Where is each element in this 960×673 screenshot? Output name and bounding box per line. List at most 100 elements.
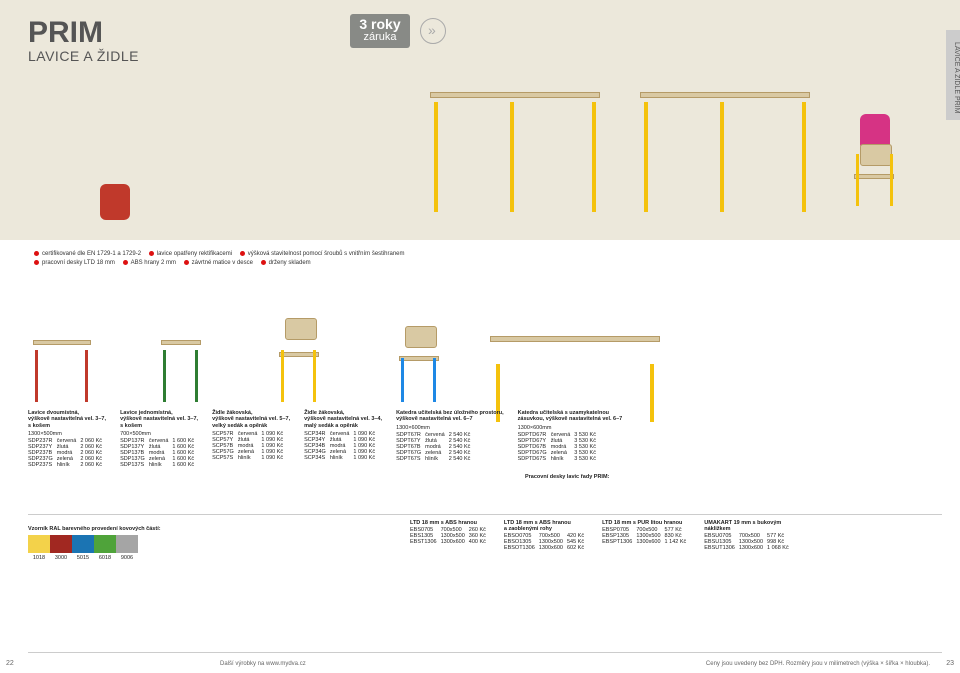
data-tables-row: Lavice dvoumístná, výškově nastavitelná … xyxy=(28,410,940,468)
ral-swatch xyxy=(50,535,72,553)
ral-swatch xyxy=(28,535,50,553)
bt1: LTD 18 mm s ABS hranou EBS0705700x500260… xyxy=(410,520,490,551)
cell: SDPTD67S xyxy=(518,456,551,462)
ral-swatch xyxy=(94,535,116,553)
bullet-icon xyxy=(149,251,154,256)
bullet-icon xyxy=(34,251,39,256)
divider xyxy=(28,514,942,515)
swatch-title: Vzorník RAL barevného provedení kovových… xyxy=(28,526,161,532)
cell: hliník xyxy=(238,455,262,461)
table-row: SDPTD67Rčervená3 530 Kč xyxy=(518,432,600,438)
bt2: LTD 18 mm s ABS hranou a zaoblenými rohy… xyxy=(504,520,588,551)
ral-swatch xyxy=(116,535,138,553)
ral-code: 5015 xyxy=(72,555,94,561)
cell: SDPT67G xyxy=(396,450,425,456)
cell: SDPTD67G xyxy=(518,450,551,456)
table-row: EBST13061300x600400 Kč xyxy=(410,539,490,545)
cell: SCP57S xyxy=(212,455,238,461)
feature-bullets: certifikované dle EN 1729-1 a 1729-2 lav… xyxy=(28,250,405,268)
cell: SDPT67B xyxy=(396,444,425,450)
cell: SDPT67R xyxy=(396,432,425,438)
cell: 3 530 Kč xyxy=(574,456,600,462)
table-lavice-dvou: Lavice dvoumístná, výškově nastavitelná … xyxy=(28,410,106,468)
table-row: SDP237Shliník2 060 Kč xyxy=(28,462,106,468)
bullet-text: závrtné matice v desce xyxy=(192,260,253,266)
cell: 1 090 Kč xyxy=(353,455,379,461)
cell: 2 060 Kč xyxy=(80,462,106,468)
bt-title: LTD 18 mm s ABS hranou xyxy=(410,520,490,526)
hero-desk-illustration xyxy=(430,92,600,212)
table-title: Katedra učitelská bez úložného prostoru,… xyxy=(396,410,504,423)
cell: SDP137S xyxy=(120,462,149,468)
table-row: SDPTD67Yžlutá3 530 Kč xyxy=(518,438,600,444)
table-dim: 1300×600mm xyxy=(518,425,623,431)
warranty-years: 3 roky xyxy=(350,17,410,31)
ral-code: 6018 xyxy=(94,555,116,561)
ral-code: 3000 xyxy=(50,555,72,561)
table-row: SDPTD67Shliník3 530 Kč xyxy=(518,456,600,462)
cell: hliník xyxy=(149,462,173,468)
cell: 602 Kč xyxy=(567,545,588,551)
bullet-text: certifikované dle EN 1729-1 a 1729-2 xyxy=(42,251,141,257)
table-row: SDPTD67Bmodrá3 530 Kč xyxy=(518,444,600,450)
hero-image: PRIM LAVICE A ŽIDLE 3 roky záruka LAVICE… xyxy=(0,0,960,240)
cell: 1 068 Kč xyxy=(767,545,793,551)
bullet-icon xyxy=(123,260,128,265)
cell: 1300x600 xyxy=(739,545,767,551)
cell: SDP237S xyxy=(28,462,57,468)
cell: SDPTD67R xyxy=(518,432,551,438)
footer-url: Další výrobky na www.mydva.cz xyxy=(220,661,306,667)
cell: SDPT67S xyxy=(396,456,425,462)
table-dim: 700×500mm xyxy=(120,431,198,437)
product-line-subtitle: LAVICE A ŽIDLE xyxy=(28,48,139,64)
side-tab-label: LAVICE A ŽIDLE PRIM xyxy=(946,30,960,120)
cell: 2 540 Kč xyxy=(449,456,475,462)
divider xyxy=(28,652,942,653)
table-title: Židle žákovská, výškově nastavitelná vel… xyxy=(304,410,382,429)
chair-illustration xyxy=(850,144,898,214)
hero-heading: PRIM LAVICE A ŽIDLE xyxy=(28,18,139,64)
cell: 1 142 Kč xyxy=(665,539,691,545)
cell: SDPTD67B xyxy=(518,444,551,450)
chevron-right-icon xyxy=(420,18,446,44)
bottom-tables: LTD 18 mm s ABS hranou EBS0705700x500260… xyxy=(410,520,942,551)
table-dim: 1300×600mm xyxy=(396,425,504,431)
cell: SDPT67Y xyxy=(396,438,425,444)
bt-title: UMAKART 19 mm s bukovým nákližkem xyxy=(704,520,792,532)
product-line-title: PRIM xyxy=(28,18,139,48)
bt-title: LTD 18 mm s PUR litou hranou xyxy=(602,520,690,526)
hero-desk-illustration xyxy=(640,92,810,212)
cell: hliník xyxy=(425,456,449,462)
cell: hliník xyxy=(57,462,81,468)
table-row: SDPT67Yžlutá2 540 Kč xyxy=(396,438,474,444)
table-row: SDPT67Bmodrá2 540 Kč xyxy=(396,444,474,450)
table-lavice-jedno: Lavice jednomístná, výškově nastavitelná… xyxy=(120,410,198,468)
bullet-icon xyxy=(240,251,245,256)
cell: EBST1306 xyxy=(410,539,441,545)
cell: hliník xyxy=(330,455,354,461)
table-row: SDPTD67Gzelená3 530 Kč xyxy=(518,450,600,456)
ral-swatch xyxy=(72,535,94,553)
table-row: EBSUT13061300x6001 068 Kč xyxy=(704,545,792,551)
table-katedra-1: Katedra učitelská bez úložného prostoru,… xyxy=(396,410,504,468)
bullet-text: drženy skladem xyxy=(269,260,311,266)
table-katedra-2: Katedra učitelská s uzamykatelnou zásuvk… xyxy=(518,410,623,468)
cell: SCP34S xyxy=(304,455,330,461)
table-title: Lavice dvoumístná, výškově nastavitelná … xyxy=(28,410,106,429)
cell: 400 Kč xyxy=(469,539,490,545)
bullet-text: výšková stavitelnost pomocí šroubů s vni… xyxy=(248,251,405,257)
page-number-left: 22 xyxy=(6,660,14,667)
bullet-icon xyxy=(34,260,39,265)
table-row: EBSOT13061300x600602 Kč xyxy=(504,545,588,551)
bt3: LTD 18 mm s PUR litou hranou EBSP0705700… xyxy=(602,520,690,551)
page-number-right: 23 xyxy=(946,660,954,667)
ral-swatches: Vzorník RAL barevného provedení kovových… xyxy=(28,526,161,561)
table-row: SDPT67Shliník2 540 Kč xyxy=(396,456,474,462)
cell: EBSUT1306 xyxy=(704,545,739,551)
bullet-text: pracovní desky LTD 18 mm xyxy=(42,260,115,266)
backpack-red-illustration xyxy=(100,184,130,220)
footer-note: Ceny jsou uvedeny bez DPH. Rozměry jsou … xyxy=(706,661,930,667)
pracovni-desky-label: Pracovní desky lavic řady PRIM: xyxy=(525,474,609,480)
table-row: SDPT67Gzelená2 540 Kč xyxy=(396,450,474,456)
table-row: EBSPT13061300x6001 142 Kč xyxy=(602,539,690,545)
